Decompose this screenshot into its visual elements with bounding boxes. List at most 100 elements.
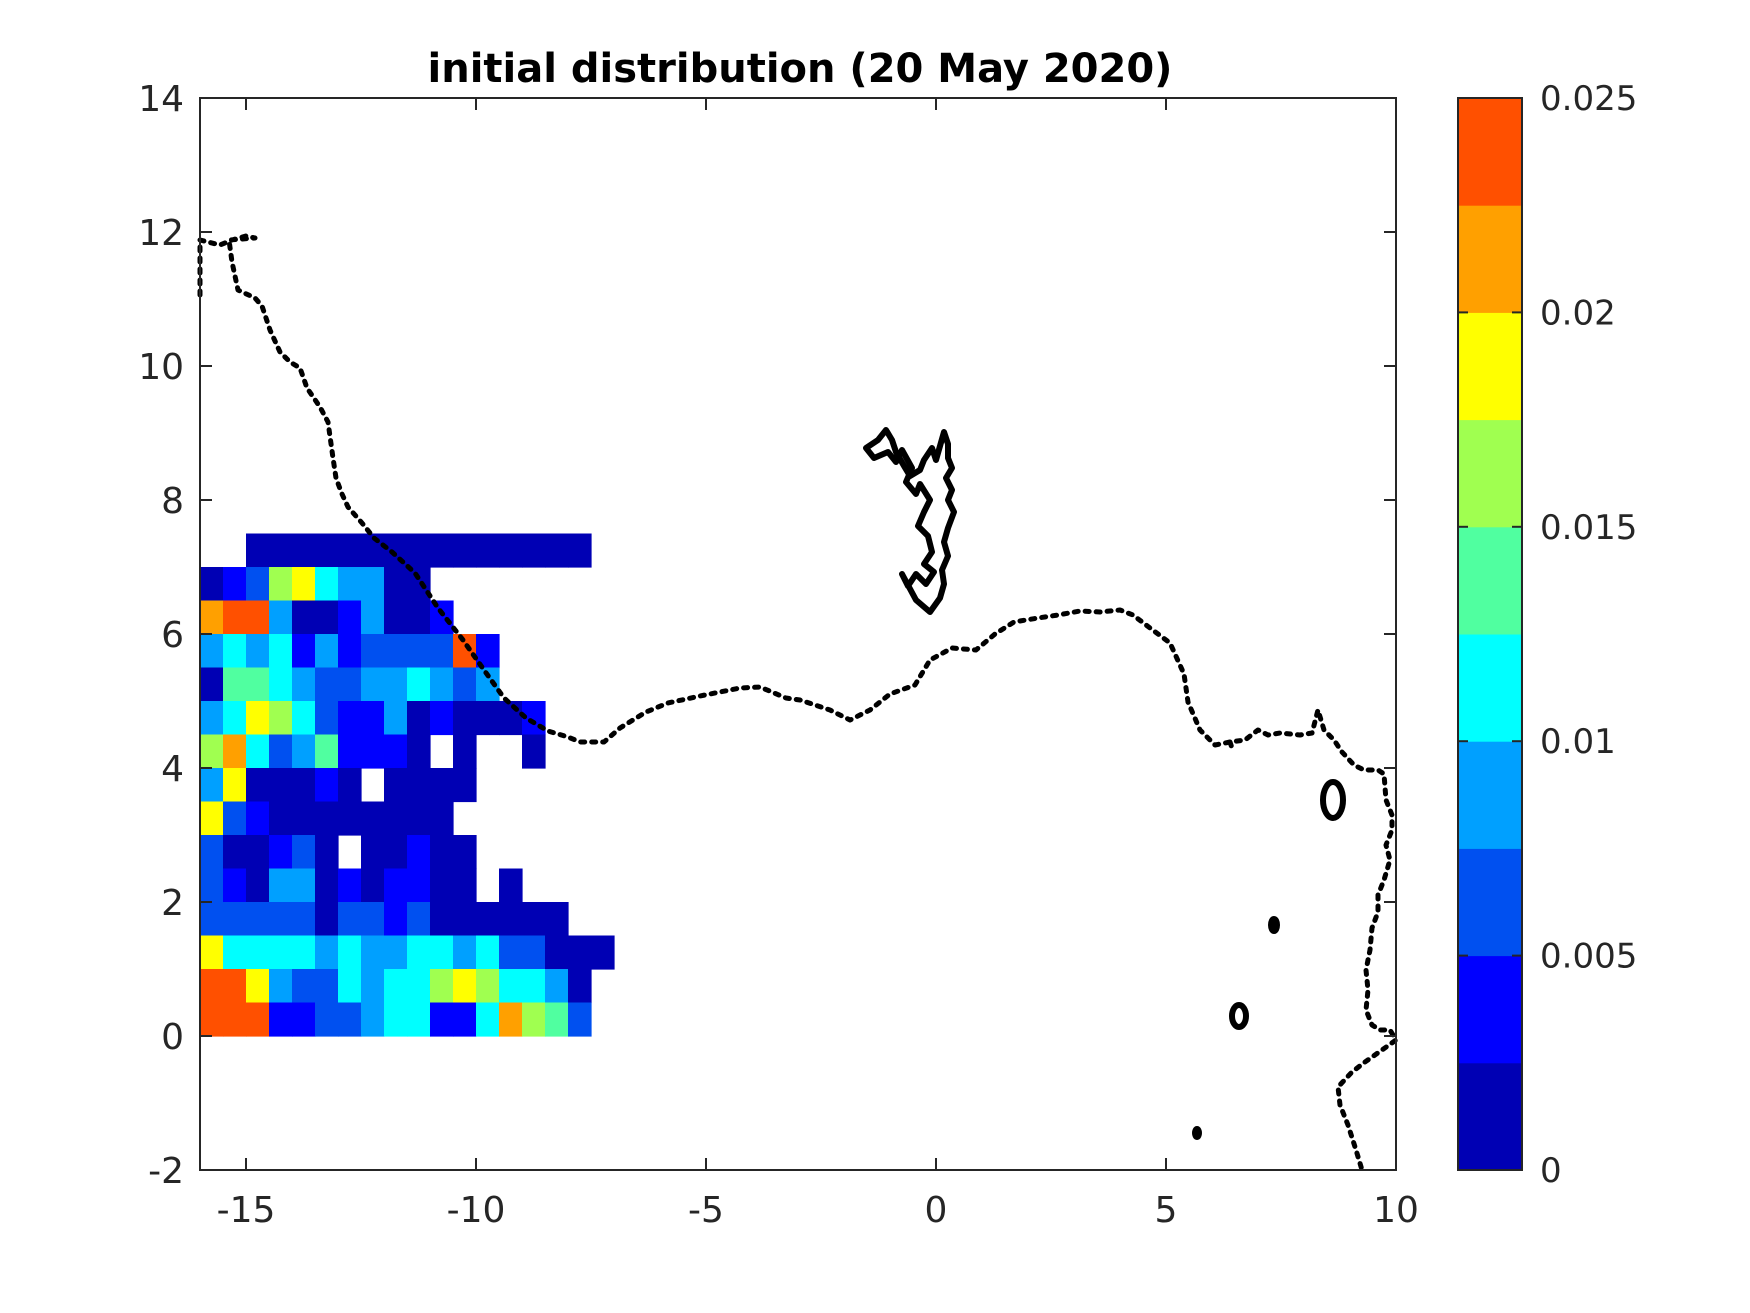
- heatmap-cell: [476, 533, 500, 568]
- heatmap-cell: [269, 969, 293, 1004]
- y-tick-label: 6: [161, 615, 184, 656]
- heatmap-cell: [246, 868, 270, 903]
- colorbar-tick-label: 0.02: [1540, 293, 1616, 333]
- heatmap-cell: [430, 902, 454, 937]
- heatmap-cell: [315, 902, 339, 937]
- heatmap-cell: [200, 768, 224, 803]
- heatmap-cell: [430, 868, 454, 903]
- colorbar-segment: [1458, 955, 1522, 1064]
- heatmap-cell: [568, 935, 592, 970]
- heatmap-cell: [246, 1002, 270, 1037]
- heatmap-cell: [269, 1002, 293, 1037]
- heatmap-cell: [522, 902, 546, 937]
- heatmap-cell: [453, 969, 477, 1004]
- plot-area: -15 -10 -5 0 5 10 -2 0 2 4 6 8 10 12 14: [138, 79, 1419, 1231]
- heatmap-cell: [246, 969, 270, 1004]
- heatmap-cell: [315, 935, 339, 970]
- y-tick-label: 14: [138, 79, 184, 120]
- heatmap-cell: [361, 868, 385, 903]
- y-tick-label: 10: [138, 347, 184, 388]
- heatmap-cell: [338, 902, 362, 937]
- island-principe: [1268, 916, 1280, 934]
- heatmap-cell: [223, 801, 247, 836]
- x-tick-label: 0: [925, 1190, 948, 1231]
- colorbar-segment: [1458, 312, 1522, 421]
- heatmap-cell: [223, 969, 247, 1004]
- heatmap-cell: [269, 734, 293, 769]
- heatmap-cell: [407, 634, 431, 669]
- island-annobon: [1192, 1126, 1202, 1140]
- heatmap-cell: [200, 734, 224, 769]
- heatmap-cell: [361, 935, 385, 970]
- heatmap-cell: [476, 634, 500, 669]
- heatmap-cell: [223, 600, 247, 635]
- heatmap-cell: [338, 533, 362, 568]
- heatmap-cell: [315, 634, 339, 669]
- heatmap-cell: [453, 902, 477, 937]
- heatmap-cell: [545, 969, 569, 1004]
- colorbar-segment: [1458, 526, 1522, 635]
- heatmap-cell: [407, 969, 431, 1004]
- heatmap-cell: [430, 768, 454, 803]
- heatmap-cell: [453, 667, 477, 702]
- heatmap-cell: [453, 533, 477, 568]
- heatmap-cell: [453, 634, 477, 669]
- heatmap-cell: [545, 533, 569, 568]
- heatmap-cell: [223, 868, 247, 903]
- heatmap-cell: [522, 969, 546, 1004]
- heatmap-cell: [384, 734, 408, 769]
- heatmap-cell: [499, 868, 523, 903]
- y-axis: -2 0 2 4 6 8 10 12 14: [138, 79, 1396, 1192]
- heatmap-cell: [407, 768, 431, 803]
- heatmap-cell: [430, 1002, 454, 1037]
- heatmap-cell: [315, 533, 339, 568]
- heatmap-cell: [246, 701, 270, 736]
- heatmap-cell: [223, 768, 247, 803]
- heatmap-cell: [476, 701, 500, 736]
- heatmap-cell: [568, 533, 592, 568]
- heatmap-cell: [384, 768, 408, 803]
- heatmap-cell: [522, 533, 546, 568]
- heatmap-cell: [246, 567, 270, 602]
- heatmap-cell: [315, 801, 339, 836]
- heatmap-cell: [269, 667, 293, 702]
- heatmap-cell: [269, 634, 293, 669]
- heatmap-cell: [430, 533, 454, 568]
- heatmap-cell: [315, 835, 339, 870]
- heatmap-cell: [361, 1002, 385, 1037]
- heatmap-cell: [499, 935, 523, 970]
- heatmap-cell: [591, 935, 615, 970]
- heatmap-cell: [430, 801, 454, 836]
- y-tick-label: 0: [161, 1017, 184, 1058]
- y-tick-label: 2: [161, 883, 184, 924]
- heatmap-cell: [453, 868, 477, 903]
- heatmap-cell: [200, 902, 224, 937]
- heatmap-cell: [384, 835, 408, 870]
- heatmap-cell: [246, 634, 270, 669]
- heatmap-cell: [269, 533, 293, 568]
- heatmap-cell: [476, 935, 500, 970]
- heatmap-cell: [545, 1002, 569, 1037]
- heatmap-cell: [223, 667, 247, 702]
- heatmap-cell: [338, 1002, 362, 1037]
- heatmap-cell: [338, 868, 362, 903]
- y-tick-label: -2: [148, 1151, 184, 1192]
- heatmap-cell: [200, 935, 224, 970]
- heatmap-cell: [499, 701, 523, 736]
- heatmap-cell: [292, 1002, 316, 1037]
- colorbar-segment: [1458, 1062, 1522, 1171]
- colorbar-segment: [1458, 205, 1522, 313]
- heatmap-cell: [338, 667, 362, 702]
- heatmap-cell: [430, 634, 454, 669]
- x-tick-label: 10: [1373, 1190, 1419, 1231]
- heatmap-cell: [407, 935, 431, 970]
- heatmap-cell: [407, 835, 431, 870]
- heatmap-cell: [476, 969, 500, 1004]
- heatmap-cell: [246, 734, 270, 769]
- heatmap-cell: [568, 1002, 592, 1037]
- colorbar-segment: [1458, 419, 1522, 528]
- heatmap-cell: [499, 533, 523, 568]
- lake-outline: [863, 427, 1346, 1140]
- heatmap-cell: [476, 667, 500, 702]
- y-tick-label: 12: [138, 213, 184, 254]
